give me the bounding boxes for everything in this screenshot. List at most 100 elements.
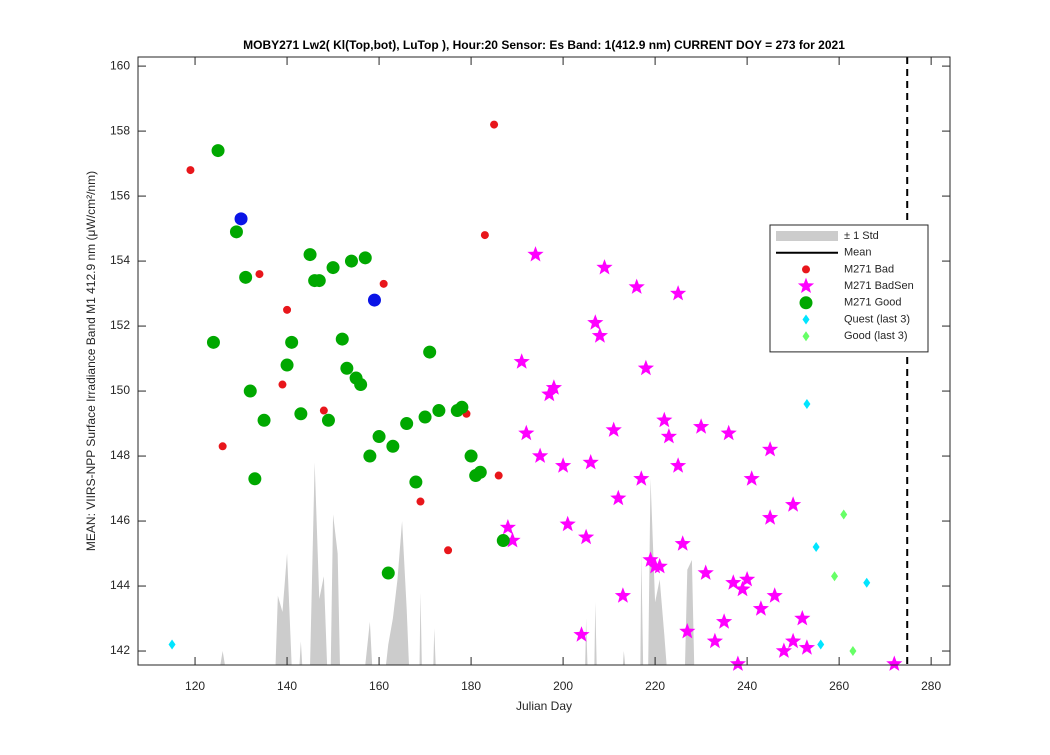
- point: [863, 577, 871, 588]
- point: [734, 580, 751, 597]
- point: [416, 497, 425, 506]
- point: [335, 332, 349, 346]
- point: [234, 212, 248, 226]
- point: [211, 144, 225, 158]
- point: [720, 424, 737, 441]
- legend-swatch: [802, 314, 810, 325]
- point: [400, 417, 414, 431]
- point: [418, 410, 432, 424]
- point: [344, 254, 358, 268]
- point: [527, 246, 544, 262]
- point: [831, 571, 839, 582]
- point: [633, 470, 650, 486]
- point: [326, 261, 340, 275]
- point: [423, 345, 437, 359]
- point: [409, 475, 423, 489]
- point: [303, 248, 317, 262]
- point: [518, 424, 535, 441]
- point: [480, 231, 489, 240]
- point: [785, 496, 802, 512]
- point: [849, 646, 857, 657]
- point: [725, 574, 742, 590]
- point: [248, 472, 262, 486]
- point: [257, 413, 271, 427]
- point: [559, 515, 576, 532]
- point: [255, 270, 264, 279]
- point: [186, 166, 195, 175]
- point: [886, 655, 903, 671]
- legend-label: Mean: [844, 247, 872, 259]
- point: [555, 457, 572, 473]
- point: [444, 546, 453, 555]
- x-tick-label: 200: [553, 679, 573, 693]
- x-tick-label: 140: [277, 679, 297, 693]
- point: [762, 441, 779, 457]
- std-area: [220, 462, 695, 665]
- y-tick-label: 142: [110, 643, 130, 657]
- point: [504, 532, 521, 548]
- x-tick-label: 180: [461, 679, 481, 693]
- point: [674, 535, 691, 551]
- legend-box: [769, 224, 929, 353]
- point: [739, 571, 756, 587]
- y-tick-label: 156: [110, 188, 130, 202]
- x-tick-label: 260: [829, 679, 849, 693]
- point: [716, 613, 733, 629]
- point: [532, 447, 549, 463]
- point: [614, 587, 631, 603]
- legend-swatch: [776, 231, 838, 241]
- x-tick-label: 220: [645, 679, 665, 693]
- point: [340, 361, 354, 375]
- point: [670, 457, 687, 473]
- point: [582, 454, 599, 470]
- point: [706, 632, 723, 649]
- point: [541, 385, 558, 402]
- point: [354, 378, 368, 392]
- point: [762, 509, 779, 525]
- point: [379, 279, 388, 288]
- point: [573, 626, 590, 642]
- point: [280, 358, 294, 372]
- y-tick-label: 146: [110, 513, 130, 527]
- point: [494, 471, 503, 480]
- point: [381, 566, 395, 580]
- point: [168, 639, 176, 650]
- point: [239, 270, 253, 284]
- x-tick-label: 280: [921, 679, 941, 693]
- point: [243, 384, 257, 398]
- point: [278, 380, 287, 389]
- point: [455, 400, 469, 414]
- y-tick-label: 148: [110, 448, 130, 462]
- point: [469, 469, 483, 483]
- point: [752, 600, 769, 616]
- point: [285, 335, 299, 349]
- point: [591, 327, 608, 343]
- point: [283, 305, 292, 314]
- point: [218, 442, 227, 451]
- legend-label: M271 BadSen: [844, 280, 914, 292]
- x-tick-label: 160: [369, 679, 389, 693]
- point: [775, 642, 792, 658]
- y-tick-label: 152: [110, 318, 130, 332]
- point: [817, 639, 825, 650]
- point: [656, 411, 673, 428]
- point: [798, 639, 815, 655]
- point: [812, 542, 820, 553]
- point: [642, 551, 659, 567]
- point: [651, 558, 668, 574]
- point: [587, 314, 604, 330]
- point: [319, 406, 328, 415]
- point: [610, 489, 627, 506]
- point: [679, 623, 696, 639]
- point: [628, 278, 645, 294]
- point: [693, 418, 710, 434]
- point: [660, 428, 677, 444]
- point: [432, 404, 446, 418]
- legend-label: Quest (last 3): [844, 313, 910, 325]
- y-tick-label: 154: [110, 253, 130, 267]
- legend-label: Good (last 3): [844, 330, 908, 342]
- point: [312, 274, 326, 288]
- x-tick-label: 120: [185, 679, 205, 693]
- point: [545, 379, 562, 395]
